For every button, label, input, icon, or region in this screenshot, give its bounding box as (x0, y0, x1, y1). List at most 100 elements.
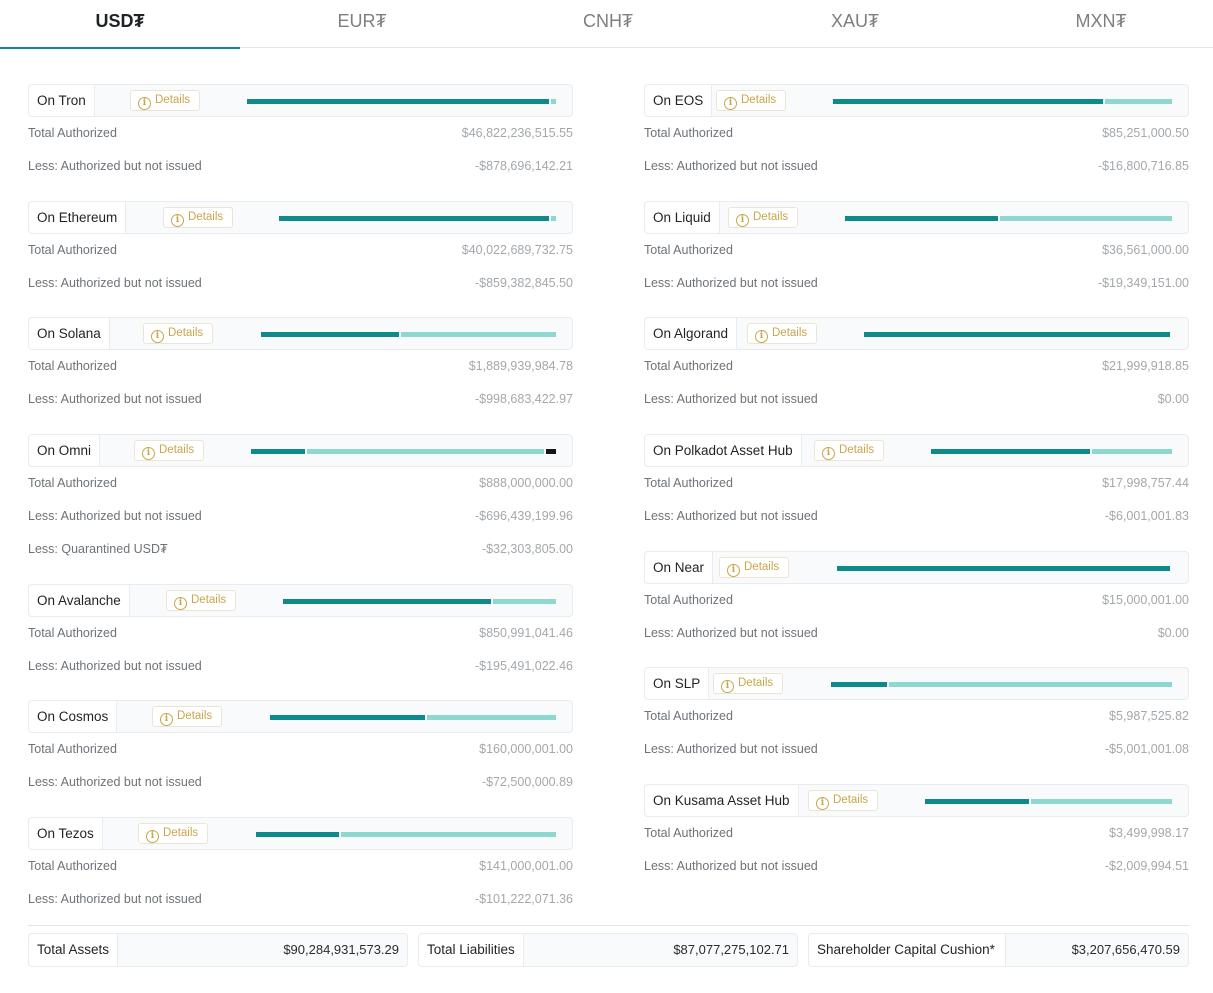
row-label: Total Authorized (644, 709, 733, 723)
info-icon: i (174, 597, 187, 610)
tab-xaut[interactable]: XAU₮ (830, 11, 879, 31)
chain-row: Total Authorized $850,991,041.46 (28, 617, 573, 650)
chain-block-tezos: On Tezos i Details Total Authorized $141,000… (28, 817, 573, 916)
chain-row: Less: Authorized but not issued -$998,683… (28, 383, 573, 416)
chain-name: On Solana (29, 318, 110, 349)
row-label: Total Authorized (644, 243, 733, 257)
chain-block-omni: On Omni i Details Total Authorized $888,000,… (28, 434, 573, 566)
chain-header: On Omni i Details (28, 434, 573, 467)
chain-row: Total Authorized $5,987,525.82 (644, 700, 1189, 733)
row-value: $21,999,918.85 (1102, 359, 1189, 373)
details-button[interactable]: i Details (728, 207, 799, 228)
row-value: $141,000,001.00 (479, 859, 573, 873)
details-button[interactable]: i Details (814, 440, 885, 461)
chain-row: Total Authorized $17,998,757.44 (644, 467, 1189, 500)
tab-eurt[interactable]: EUR₮ (337, 11, 387, 31)
row-label: Less: Authorized but not issued (28, 775, 202, 789)
supply-bar (831, 682, 1172, 687)
row-label: Less: Authorized but not issued (644, 159, 818, 173)
issued-segment (270, 715, 425, 720)
details-label: Details (155, 94, 191, 106)
details-label: Details (191, 594, 227, 606)
details-button[interactable]: i Details (134, 440, 205, 461)
chain-name: On EOS (645, 85, 713, 116)
issued-segment (247, 99, 549, 104)
capital-cushion-card: Shareholder Capital Cushion* $3,207,656,… (808, 933, 1189, 967)
chain-row: Total Authorized $15,000,001.00 (644, 584, 1189, 617)
info-icon: i (138, 97, 151, 110)
row-value: -$32,303,805.00 (481, 542, 573, 556)
details-button[interactable]: i Details (166, 590, 237, 611)
supply-bar (833, 99, 1172, 104)
chain-row: Total Authorized $888,000,000.00 (28, 467, 573, 500)
details-button[interactable]: i Details (130, 90, 201, 111)
chain-row: Less: Authorized but not issued -$2,009,9… (644, 850, 1189, 883)
row-value: $850,991,041.46 (479, 626, 573, 640)
issued-segment (831, 682, 887, 687)
unissued-segment (426, 715, 556, 720)
row-label: Less: Authorized but not issued (28, 892, 202, 906)
row-value: $36,561,000.00 (1102, 243, 1189, 257)
tab-cnht[interactable]: CNH₮ (583, 11, 633, 31)
chain-header: On SLP i Details (644, 667, 1189, 700)
unissued-segment (341, 832, 556, 837)
details-button[interactable]: i Details (152, 706, 223, 727)
row-value: $0.00 (1157, 392, 1189, 406)
supply-bar (845, 216, 1172, 221)
supply-bar (837, 566, 1172, 571)
tab-usdt[interactable]: USD₮ (0, 0, 240, 49)
row-value: $1,889,939,984.78 (468, 359, 573, 373)
chain-row: Less: Authorized but not issued $0.00 (644, 617, 1189, 650)
total-liabilities-label: Total Liabilities (419, 934, 524, 966)
info-icon: i (151, 330, 164, 343)
details-label: Details (753, 211, 789, 223)
issued-segment (931, 449, 1090, 454)
total-assets-value: $90,284,931,573.29 (283, 942, 399, 957)
details-label: Details (839, 444, 875, 456)
row-value: $5,987,525.82 (1109, 709, 1189, 723)
details-button[interactable]: i Details (713, 673, 784, 694)
total-assets-card: Total Assets $90,284,931,573.29 (28, 933, 408, 967)
chain-name: On Avalanche (29, 585, 130, 616)
issued-segment (251, 449, 305, 454)
details-button[interactable]: i Details (143, 323, 214, 344)
chain-row: Total Authorized $141,000,001.00 (28, 850, 573, 883)
tab-mxnt[interactable]: MXN₮ (1075, 11, 1127, 31)
issued-segment (283, 599, 492, 604)
unissued-segment (1000, 216, 1172, 221)
issued-segment (864, 332, 1170, 337)
row-value: $46,822,236,515.55 (461, 126, 573, 140)
chain-header: On EOS i Details (644, 84, 1189, 117)
row-value: $40,022,689,732.75 (461, 243, 573, 257)
chain-block-ethereum: On Ethereum i Details Total Authorized $40,0… (28, 201, 573, 300)
details-button[interactable]: i Details (719, 557, 790, 578)
chain-row: Less: Authorized but not issued -$101,222… (28, 883, 573, 916)
details-button[interactable]: i Details (808, 790, 879, 811)
unissued-segment (889, 682, 1172, 687)
row-label: Less: Authorized but not issued (28, 659, 202, 673)
supply-bar (279, 216, 556, 221)
details-button[interactable]: i Details (716, 90, 787, 111)
chain-name: On Omni (29, 435, 101, 466)
details-button[interactable]: i Details (747, 323, 818, 344)
details-button[interactable]: i Details (163, 207, 234, 228)
chain-block-cosmos: On Cosmos i Details Total Authorized $160,00… (28, 700, 573, 799)
row-label: Less: Authorized but not issued (28, 392, 202, 406)
details-button[interactable]: i Details (138, 823, 209, 844)
chain-row: Total Authorized $1,889,939,984.78 (28, 350, 573, 383)
row-label: Less: Authorized but not issued (644, 742, 818, 756)
row-label: Less: Authorized but not issued (28, 159, 202, 173)
chain-row: Less: Authorized but not issued -$195,491… (28, 650, 573, 683)
chain-block-polkadot-asset-hub: On Polkadot Asset Hub i Details Total Autho… (644, 434, 1189, 533)
issued-segment (837, 566, 1170, 571)
chain-row: Less: Authorized but not issued -$878,696… (28, 150, 573, 183)
details-label: Details (177, 710, 213, 722)
totals-divider (28, 925, 1189, 926)
chain-block-tron: On Tron i Details Total Authorized $46,822,2… (28, 84, 573, 183)
chain-row: Total Authorized $85,251,000.50 (644, 117, 1189, 150)
supply-bar (256, 832, 556, 837)
row-label: Less: Authorized but not issued (644, 509, 818, 523)
chain-block-kusama-asset-hub: On Kusama Asset Hub i Details Total Authori… (644, 784, 1189, 883)
chain-row: Total Authorized $46,822,236,515.55 (28, 117, 573, 150)
row-value: $15,000,001.00 (1102, 593, 1189, 607)
